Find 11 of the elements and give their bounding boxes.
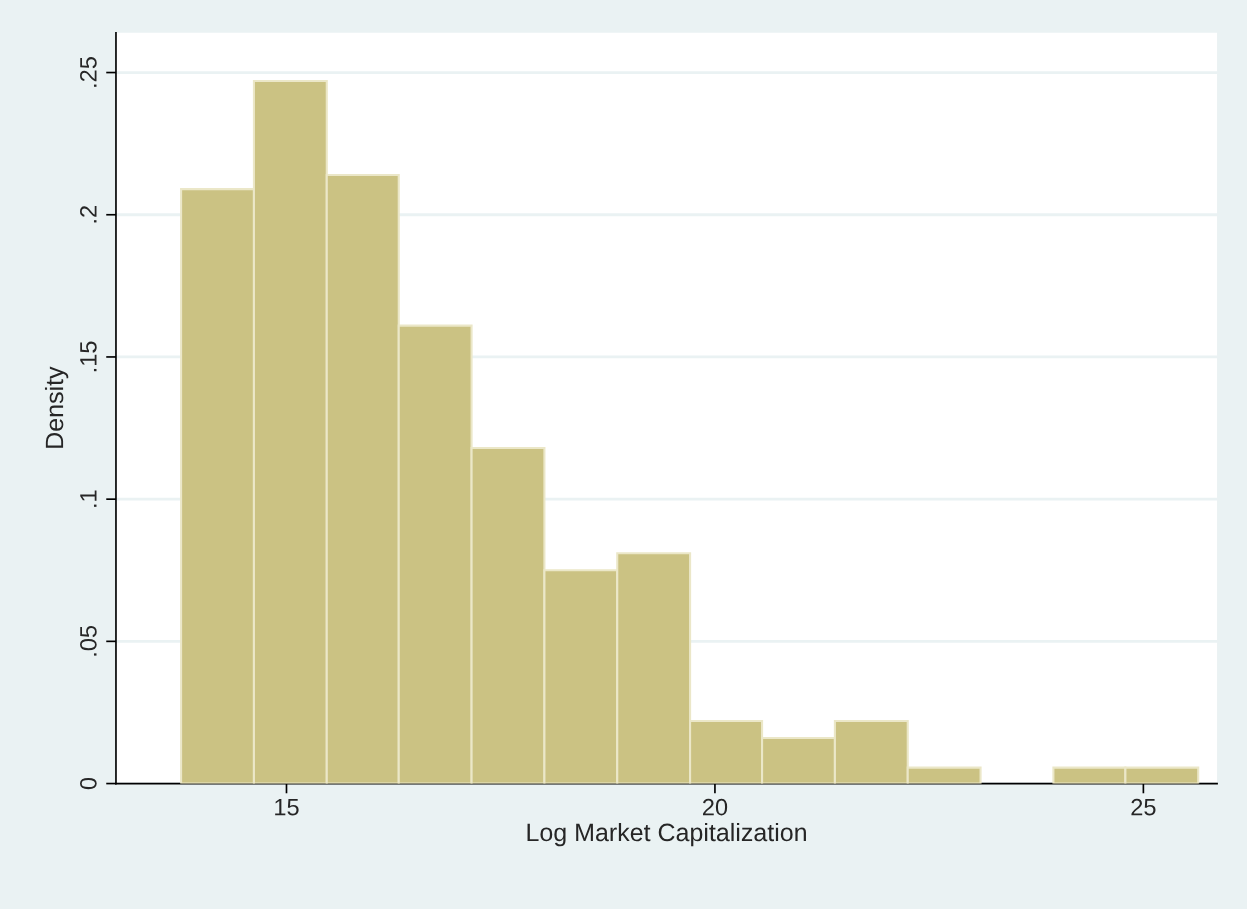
x-axis-title: Log Market Capitalization bbox=[527, 822, 806, 847]
x-tick-label: 25 bbox=[1131, 798, 1156, 816]
y-axis-title: Density bbox=[44, 366, 69, 448]
y-tick-label: .2 bbox=[80, 206, 97, 223]
y-tick-label: .1 bbox=[80, 490, 97, 507]
x-tick-label: 20 bbox=[702, 798, 728, 816]
y-tick-label: 0 bbox=[80, 777, 97, 790]
y-tick-label: .15 bbox=[80, 341, 97, 372]
y-tick-label: .05 bbox=[80, 625, 97, 656]
y-tick-label: .25 bbox=[80, 57, 97, 87]
x-tick-label: 15 bbox=[275, 799, 299, 816]
